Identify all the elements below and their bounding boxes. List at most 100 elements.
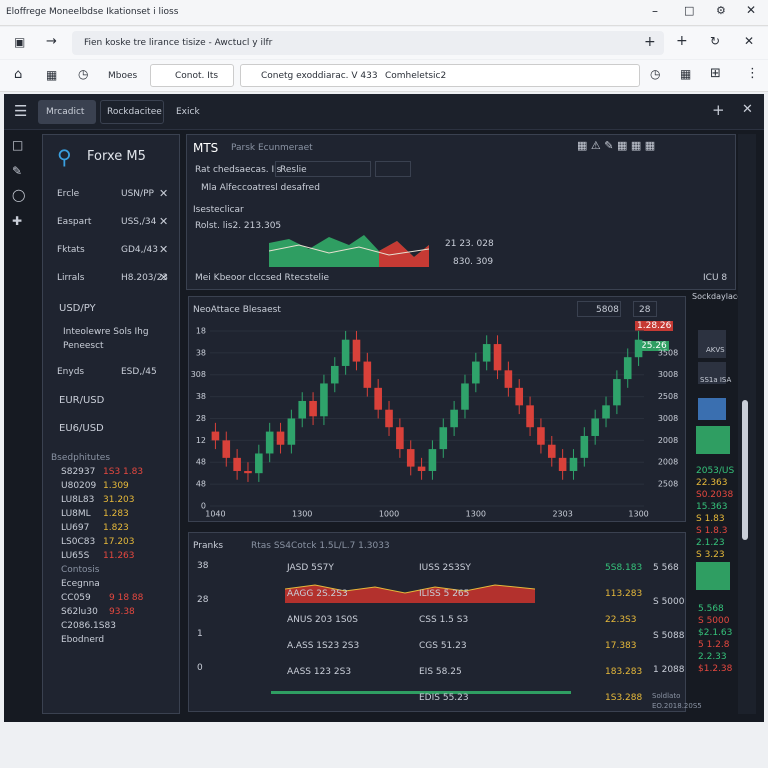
- icon[interactable]: ▦: [46, 68, 58, 82]
- value: 5 1.2.8: [698, 640, 730, 650]
- tab-icon[interactable]: ▣: [14, 35, 26, 49]
- add[interactable]: +: [676, 33, 688, 49]
- icon[interactable]: ✚: [12, 214, 23, 228]
- icon[interactable]: ◷: [650, 67, 661, 81]
- pair-name: Lirrals: [57, 273, 85, 283]
- icon[interactable]: ◯: [12, 188, 26, 202]
- y2-tick-label: 3008: [658, 370, 678, 379]
- toolbar: ⌂ ▦ ◷ Mboes Conot. Its Conetg exoddiarac…: [0, 60, 768, 92]
- cell: 22.3S3: [605, 615, 637, 625]
- section: EU6/USD: [59, 423, 104, 434]
- button[interactable]: 28: [633, 301, 657, 317]
- remove[interactable]: ✕: [159, 215, 169, 228]
- icon[interactable]: ✎: [12, 164, 23, 178]
- panel-title: MTS: [193, 141, 219, 155]
- value: 2053/US: [696, 466, 735, 476]
- y2-tick-label: 2508: [658, 392, 678, 401]
- candle-body: [450, 409, 458, 428]
- candle-body: [558, 457, 567, 471]
- candle-body: [634, 339, 643, 358]
- close[interactable]: ✕: [746, 3, 757, 17]
- icon[interactable]: ◷: [78, 67, 89, 81]
- candle-body: [309, 400, 317, 417]
- close-tab[interactable]: ✕: [744, 34, 755, 48]
- value: S 3.23: [696, 550, 725, 560]
- remove[interactable]: ✕: [159, 187, 169, 200]
- status-label: Soldlato: [652, 692, 681, 700]
- cell: 183.283: [605, 667, 643, 677]
- forward[interactable]: →: [46, 34, 57, 49]
- settings[interactable]: ⚙: [716, 4, 726, 17]
- y2-tick-label: 2008: [658, 458, 678, 467]
- x-tick-label: 1300: [292, 510, 312, 519]
- list-name: LU8ML: [61, 509, 91, 519]
- url-field[interactable]: Fien koske tre lirance tisize - Awctucl …: [72, 31, 664, 55]
- maximize[interactable]: □: [684, 4, 695, 17]
- footer: Mei Kbeoor clccsed Rtecstelie: [195, 273, 330, 283]
- icon[interactable]: [698, 398, 726, 420]
- list-value: 1.309: [103, 481, 129, 491]
- link[interactable]: Exick: [176, 107, 200, 117]
- icon-strip: □ ✎ ◯ ✚: [6, 136, 34, 246]
- button[interactable]: Mrcadict: [38, 100, 96, 124]
- candle-body: [211, 431, 220, 441]
- mini-chart: [269, 235, 429, 267]
- icon[interactable]: [696, 426, 730, 454]
- select[interactable]: Reslie: [275, 161, 371, 177]
- list-name: S82937: [61, 467, 96, 477]
- icon[interactable]: [696, 562, 730, 590]
- candle-body: [482, 344, 491, 362]
- remove[interactable]: ✕: [159, 271, 169, 284]
- icon[interactable]: ▦: [680, 67, 692, 81]
- icon[interactable]: [698, 362, 726, 384]
- candle-body: [569, 457, 578, 471]
- list-value: 1S3 1.83: [103, 467, 144, 477]
- dropdown-label: Conot. Its: [175, 71, 219, 81]
- line: [285, 584, 535, 594]
- menu[interactable]: ☰: [14, 102, 28, 120]
- new-tab[interactable]: +: [644, 34, 656, 50]
- search[interactable]: Conetg exoddiarac. V 433 Comheletsic2: [240, 64, 640, 87]
- close[interactable]: ✕: [742, 102, 753, 117]
- pair-value: USS,/34: [121, 217, 157, 227]
- cell: IUSS 2S3SY: [419, 563, 471, 573]
- dropdown[interactable]: Rockdacitee: [100, 100, 164, 124]
- remove[interactable]: ✕: [159, 243, 169, 256]
- row-name: Enyds: [57, 367, 85, 377]
- minimize[interactable]: –: [652, 4, 658, 18]
- list-name: U80209: [61, 481, 97, 491]
- scroll-thumb[interactable]: [742, 400, 748, 540]
- add[interactable]: +: [712, 101, 725, 119]
- refresh[interactable]: ↻: [710, 34, 721, 48]
- value: 2.1.23: [696, 538, 725, 548]
- dropdown[interactable]: Conot. Its: [150, 64, 234, 87]
- value: 5.568: [698, 604, 724, 614]
- cell: S 5088: [653, 631, 685, 641]
- value: 2.2.33: [698, 652, 727, 662]
- icon[interactable]: ▦ ⚠ ✎ ▦ ▦ ▦: [577, 139, 656, 152]
- icon[interactable]: □: [12, 138, 24, 152]
- button-label: 5808: [596, 305, 619, 315]
- menu[interactable]: ⋮: [746, 66, 759, 81]
- scrollbar[interactable]: [738, 134, 756, 714]
- title-bar: Eloffrege Moneelbdse Ikationset i lioss …: [0, 0, 768, 26]
- value: S 1.83: [696, 514, 725, 524]
- filter: Rat chedsaecas. Ils: [195, 165, 282, 175]
- cell: 1 2088: [653, 665, 685, 675]
- candle-body: [515, 387, 524, 406]
- home[interactable]: ⌂: [14, 67, 23, 82]
- y2-tick-label: 3008: [658, 414, 678, 423]
- icon[interactable]: ⊞: [710, 66, 721, 81]
- button[interactable]: 5808: [577, 301, 621, 317]
- select[interactable]: [375, 161, 411, 177]
- candle-body: [276, 431, 285, 445]
- cell: AAGG 2S.2S3: [287, 589, 348, 599]
- pair-name: Easpart: [57, 217, 92, 227]
- candle-body: [222, 440, 231, 458]
- icon[interactable]: [698, 330, 726, 358]
- candle-body: [580, 435, 589, 458]
- list-value: 1.283: [103, 509, 129, 519]
- table-panel: Pranks Rtas SS4Cotck 1.5L/L.7 1.3033 38 2…: [188, 532, 686, 712]
- toolbar-item[interactable]: Mboes: [108, 71, 138, 81]
- x-tick-label: 1300: [466, 510, 486, 519]
